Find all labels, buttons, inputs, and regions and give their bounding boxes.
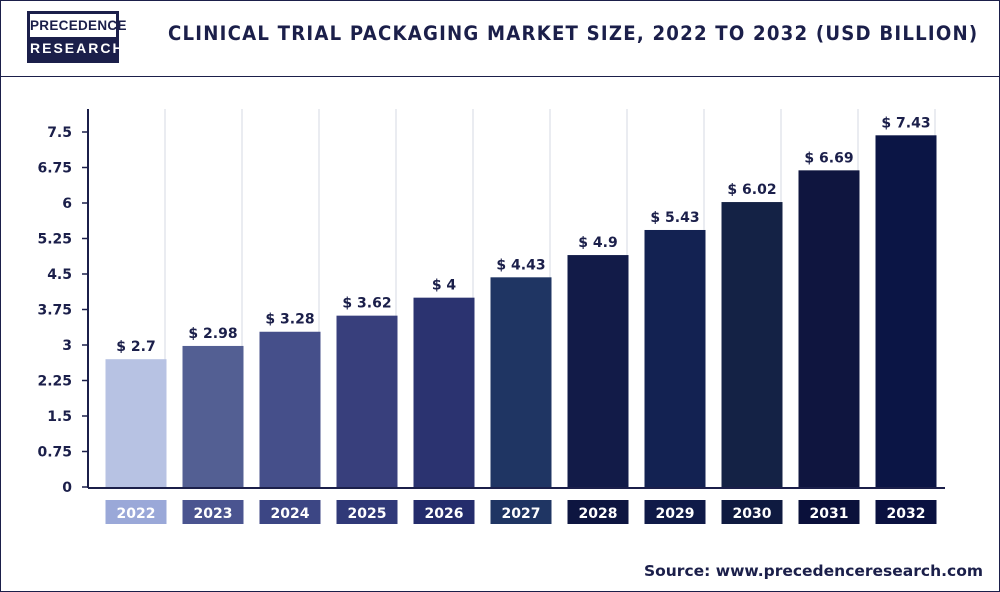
x-tick-label: 2024 [271, 506, 310, 522]
bar-value-label: $ 3.62 [342, 296, 391, 312]
y-tick-label: 4.5 [47, 267, 72, 283]
y-tick-label: 0.75 [37, 445, 72, 461]
bar [105, 359, 167, 487]
x-tick-label: 2032 [887, 506, 926, 522]
source-url: www.precedenceresearch.com [715, 562, 983, 580]
category-label-box [567, 500, 629, 524]
x-tick-label: 2023 [194, 506, 233, 522]
bar-value-label: $ 2.98 [188, 326, 237, 342]
category-label-box [259, 500, 321, 524]
bar-value-label: $ 4 [432, 278, 457, 294]
logo-line-1: PRECEDENCE [30, 18, 127, 33]
bar-value-label: $ 7.43 [881, 115, 930, 131]
header: PRECEDENCE RESEARCH CLINICAL TRIAL PACKA… [0, 0, 1000, 77]
bar [413, 297, 475, 487]
category-label-box [721, 500, 783, 524]
y-tick-label: 1.5 [47, 409, 72, 425]
bar [798, 170, 860, 487]
y-tick-label: 3 [62, 338, 72, 354]
bar-value-label: $ 4.9 [578, 235, 617, 251]
y-tick-label: 7.5 [47, 125, 72, 141]
bar-value-label: $ 6.02 [727, 182, 776, 198]
bar [490, 277, 552, 487]
bar-value-label: $ 5.43 [650, 210, 699, 226]
category-label-box [798, 500, 860, 524]
x-tick-label: 2029 [656, 506, 695, 522]
bar-value-label: $ 2.7 [116, 339, 155, 355]
y-tick-label: 2.25 [37, 374, 72, 390]
category-label-box [413, 500, 475, 524]
y-tick-label: 0 [62, 480, 72, 496]
source-label: Source: [643, 562, 711, 580]
x-tick-label: 2026 [425, 506, 464, 522]
bar [721, 202, 783, 487]
bar [875, 135, 937, 487]
x-tick-label: 2028 [579, 506, 618, 522]
bar-value-label: $ 6.69 [804, 150, 853, 166]
bar [336, 315, 398, 487]
source-note: Source: www.precedenceresearch.com [644, 562, 983, 580]
precedence-research-logo: PRECEDENCE RESEARCH [27, 11, 127, 63]
x-tick-label: 2022 [117, 506, 156, 522]
y-tick-label: 6.75 [37, 161, 72, 177]
x-tick-label: 2031 [810, 506, 849, 522]
chart-title: CLINICAL TRIAL PACKAGING MARKET SIZE, 20… [168, 22, 979, 45]
y-tick-label: 5.25 [37, 232, 72, 248]
x-tick-label: 2030 [733, 506, 772, 522]
x-tick-label: 2027 [502, 506, 541, 522]
bar [182, 345, 244, 487]
category-label-box [336, 500, 398, 524]
category-label-box [875, 500, 937, 524]
bar [567, 255, 629, 487]
y-tick-label: 3.75 [37, 303, 72, 319]
bar-value-label: $ 4.43 [496, 257, 545, 273]
category-label-box [644, 500, 706, 524]
category-label-box [490, 500, 552, 524]
bar-value-label: $ 3.28 [265, 312, 314, 328]
category-label-box [182, 500, 244, 524]
logo-line-2: RESEARCH [30, 37, 123, 60]
category-label-box [105, 500, 167, 524]
bar [259, 331, 321, 487]
bar [644, 229, 706, 488]
y-tick-label: 6 [62, 196, 72, 212]
x-tick-label: 2025 [348, 506, 387, 522]
